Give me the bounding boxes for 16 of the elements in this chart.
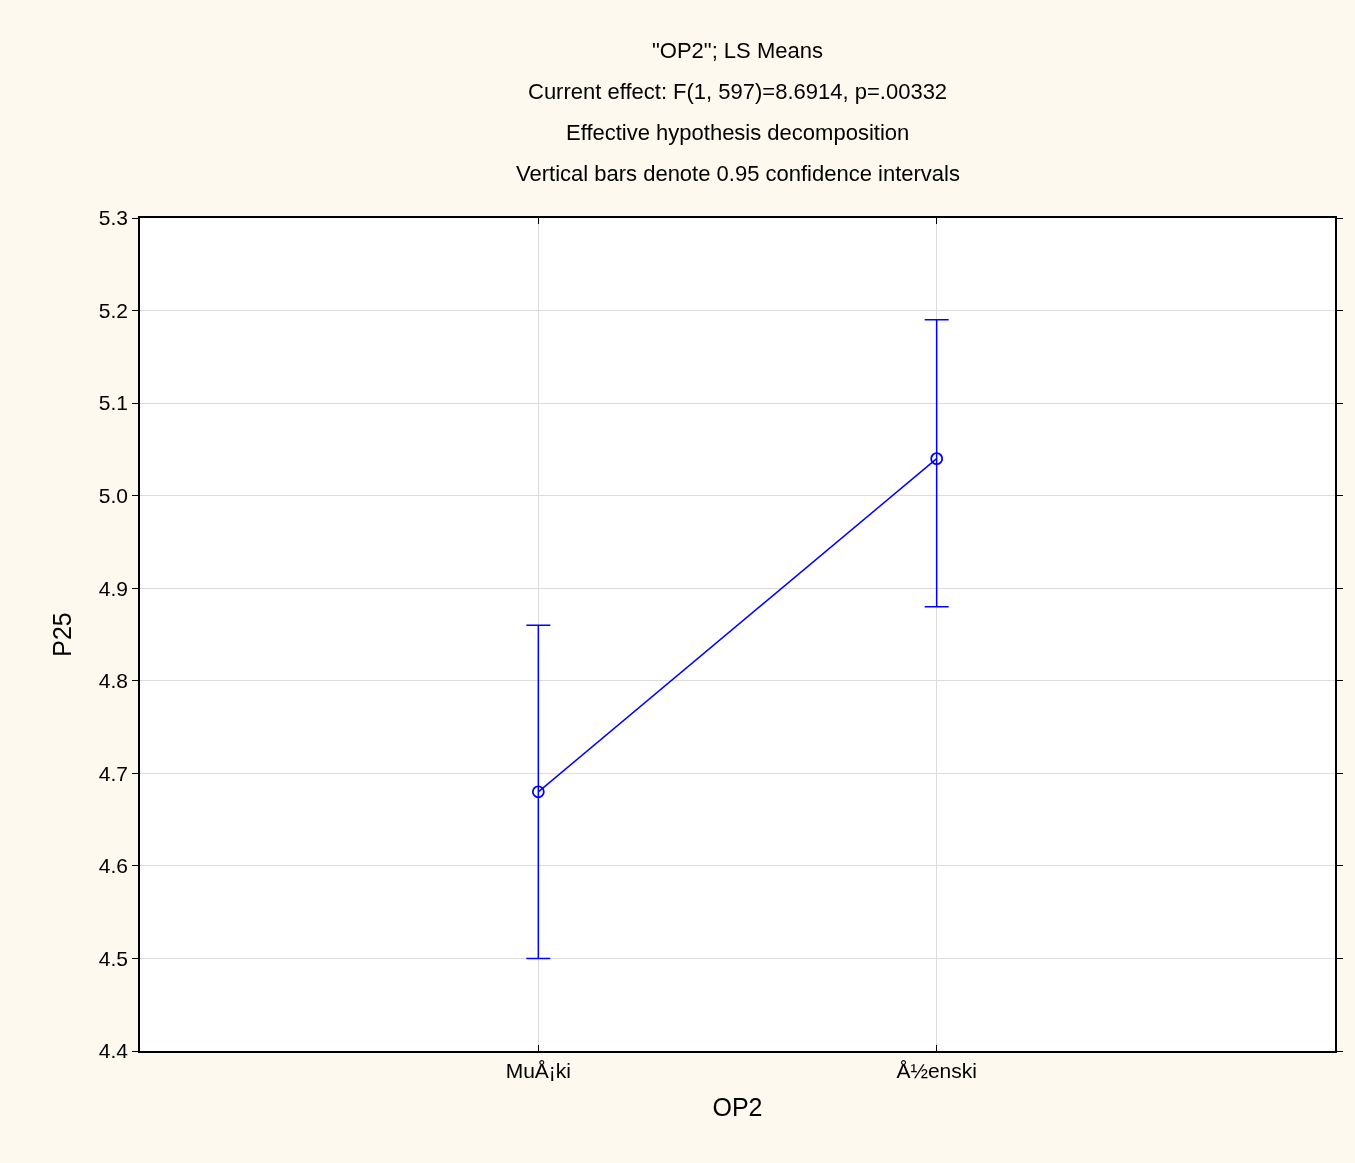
y-tick-label: 4.5 xyxy=(98,946,129,970)
chart-title: "OP2"; LS Means xyxy=(652,38,823,63)
y-tick-label: 5.1 xyxy=(98,391,129,415)
y-tick-label: 5.3 xyxy=(98,206,129,230)
y-axis-title: P25 xyxy=(48,612,77,657)
x-tick-label: Å½enski xyxy=(896,1058,977,1082)
x-axis-title: OP2 xyxy=(712,1093,763,1122)
y-tick-label: 4.9 xyxy=(98,576,129,600)
chart-subtitle: Current effect: F(1, 597)=8.6914, p=.00332 Effective hypothesis decomposition Vertical bars denote 0.95 confidence intervals xyxy=(516,79,960,186)
y-tick-label: 5.2 xyxy=(98,298,129,322)
x-tick-label: MuÅ¡ki xyxy=(505,1058,571,1082)
y-tick-label: 4.8 xyxy=(98,669,129,693)
y-tick-label: 4.4 xyxy=(98,1039,129,1063)
y-tick-label: 5.0 xyxy=(98,484,129,508)
y-tick-label: 4.7 xyxy=(98,761,129,785)
y-tick-label: 4.6 xyxy=(98,854,129,878)
